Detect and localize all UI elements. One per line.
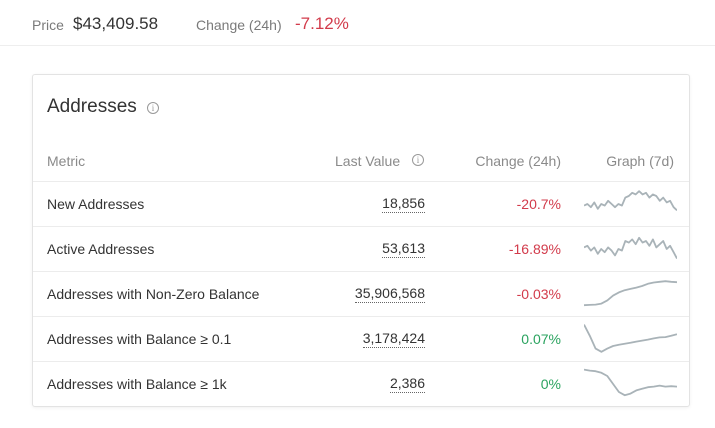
price-bar: Price $43,409.58 Change (24h) -7.12%: [0, 0, 715, 46]
price-value: $43,409.58: [73, 14, 159, 33]
last-value[interactable]: 18,856: [382, 195, 425, 213]
change-value: -0.03%: [516, 286, 561, 302]
change-value: -20.7%: [516, 196, 561, 212]
sparkline-graph[interactable]: [584, 230, 677, 268]
column-header-change: Change (24h): [475, 153, 561, 169]
sparkline-graph[interactable]: [584, 365, 677, 403]
column-header-last-value: Last Value: [335, 153, 401, 169]
sparkline-graph[interactable]: [584, 320, 677, 358]
price-label: Price: [32, 17, 64, 33]
sparkline-path: [584, 368, 677, 397]
card-title: Addresses: [47, 96, 137, 117]
table-row: New Addresses 18,856 -20.7%: [33, 181, 689, 226]
metric-name: Addresses with Non-Zero Balance: [47, 286, 260, 302]
metric-name: Addresses with Balance ≥ 0.1: [47, 331, 232, 347]
last-value[interactable]: 3,178,424: [362, 330, 425, 348]
table-row: Active Addresses 53,613 -16.89%: [33, 226, 689, 271]
sparkline-path: [584, 190, 677, 212]
table-row: Addresses with Non-Zero Balance 35,906,56…: [33, 271, 689, 316]
change-value: -7.12%: [295, 14, 349, 33]
sparkline-path: [584, 324, 677, 353]
addresses-card: Addresses i Metric Last Value i Change (…: [32, 74, 690, 407]
table-row: Addresses with Balance ≥ 1k 2,386 0%: [33, 361, 689, 406]
metric-name: New Addresses: [47, 196, 145, 212]
column-header-graph: Graph (7d): [606, 153, 674, 169]
metric-name: Active Addresses: [47, 241, 155, 257]
table-row: Addresses with Balance ≥ 0.1 3,178,424 0.0…: [33, 316, 689, 361]
last-value[interactable]: 2,386: [389, 375, 425, 393]
change-label: Change (24h): [196, 17, 282, 33]
metric-name: Addresses with Balance ≥ 1k: [47, 376, 227, 392]
info-icon[interactable]: i: [147, 102, 159, 114]
change-value: -16.89%: [508, 241, 561, 257]
sparkline-path: [584, 236, 677, 260]
last-value[interactable]: 35,906,568: [354, 285, 425, 303]
sparkline-graph[interactable]: [584, 275, 677, 313]
change-value: 0%: [540, 376, 561, 392]
last-value-info-icon[interactable]: i: [412, 154, 424, 166]
column-header-metric: Metric: [47, 153, 86, 169]
change-value: 0.07%: [521, 331, 561, 347]
sparkline-path: [584, 280, 677, 307]
last-value[interactable]: 53,613: [382, 240, 425, 258]
sparkline-graph[interactable]: [584, 185, 677, 223]
